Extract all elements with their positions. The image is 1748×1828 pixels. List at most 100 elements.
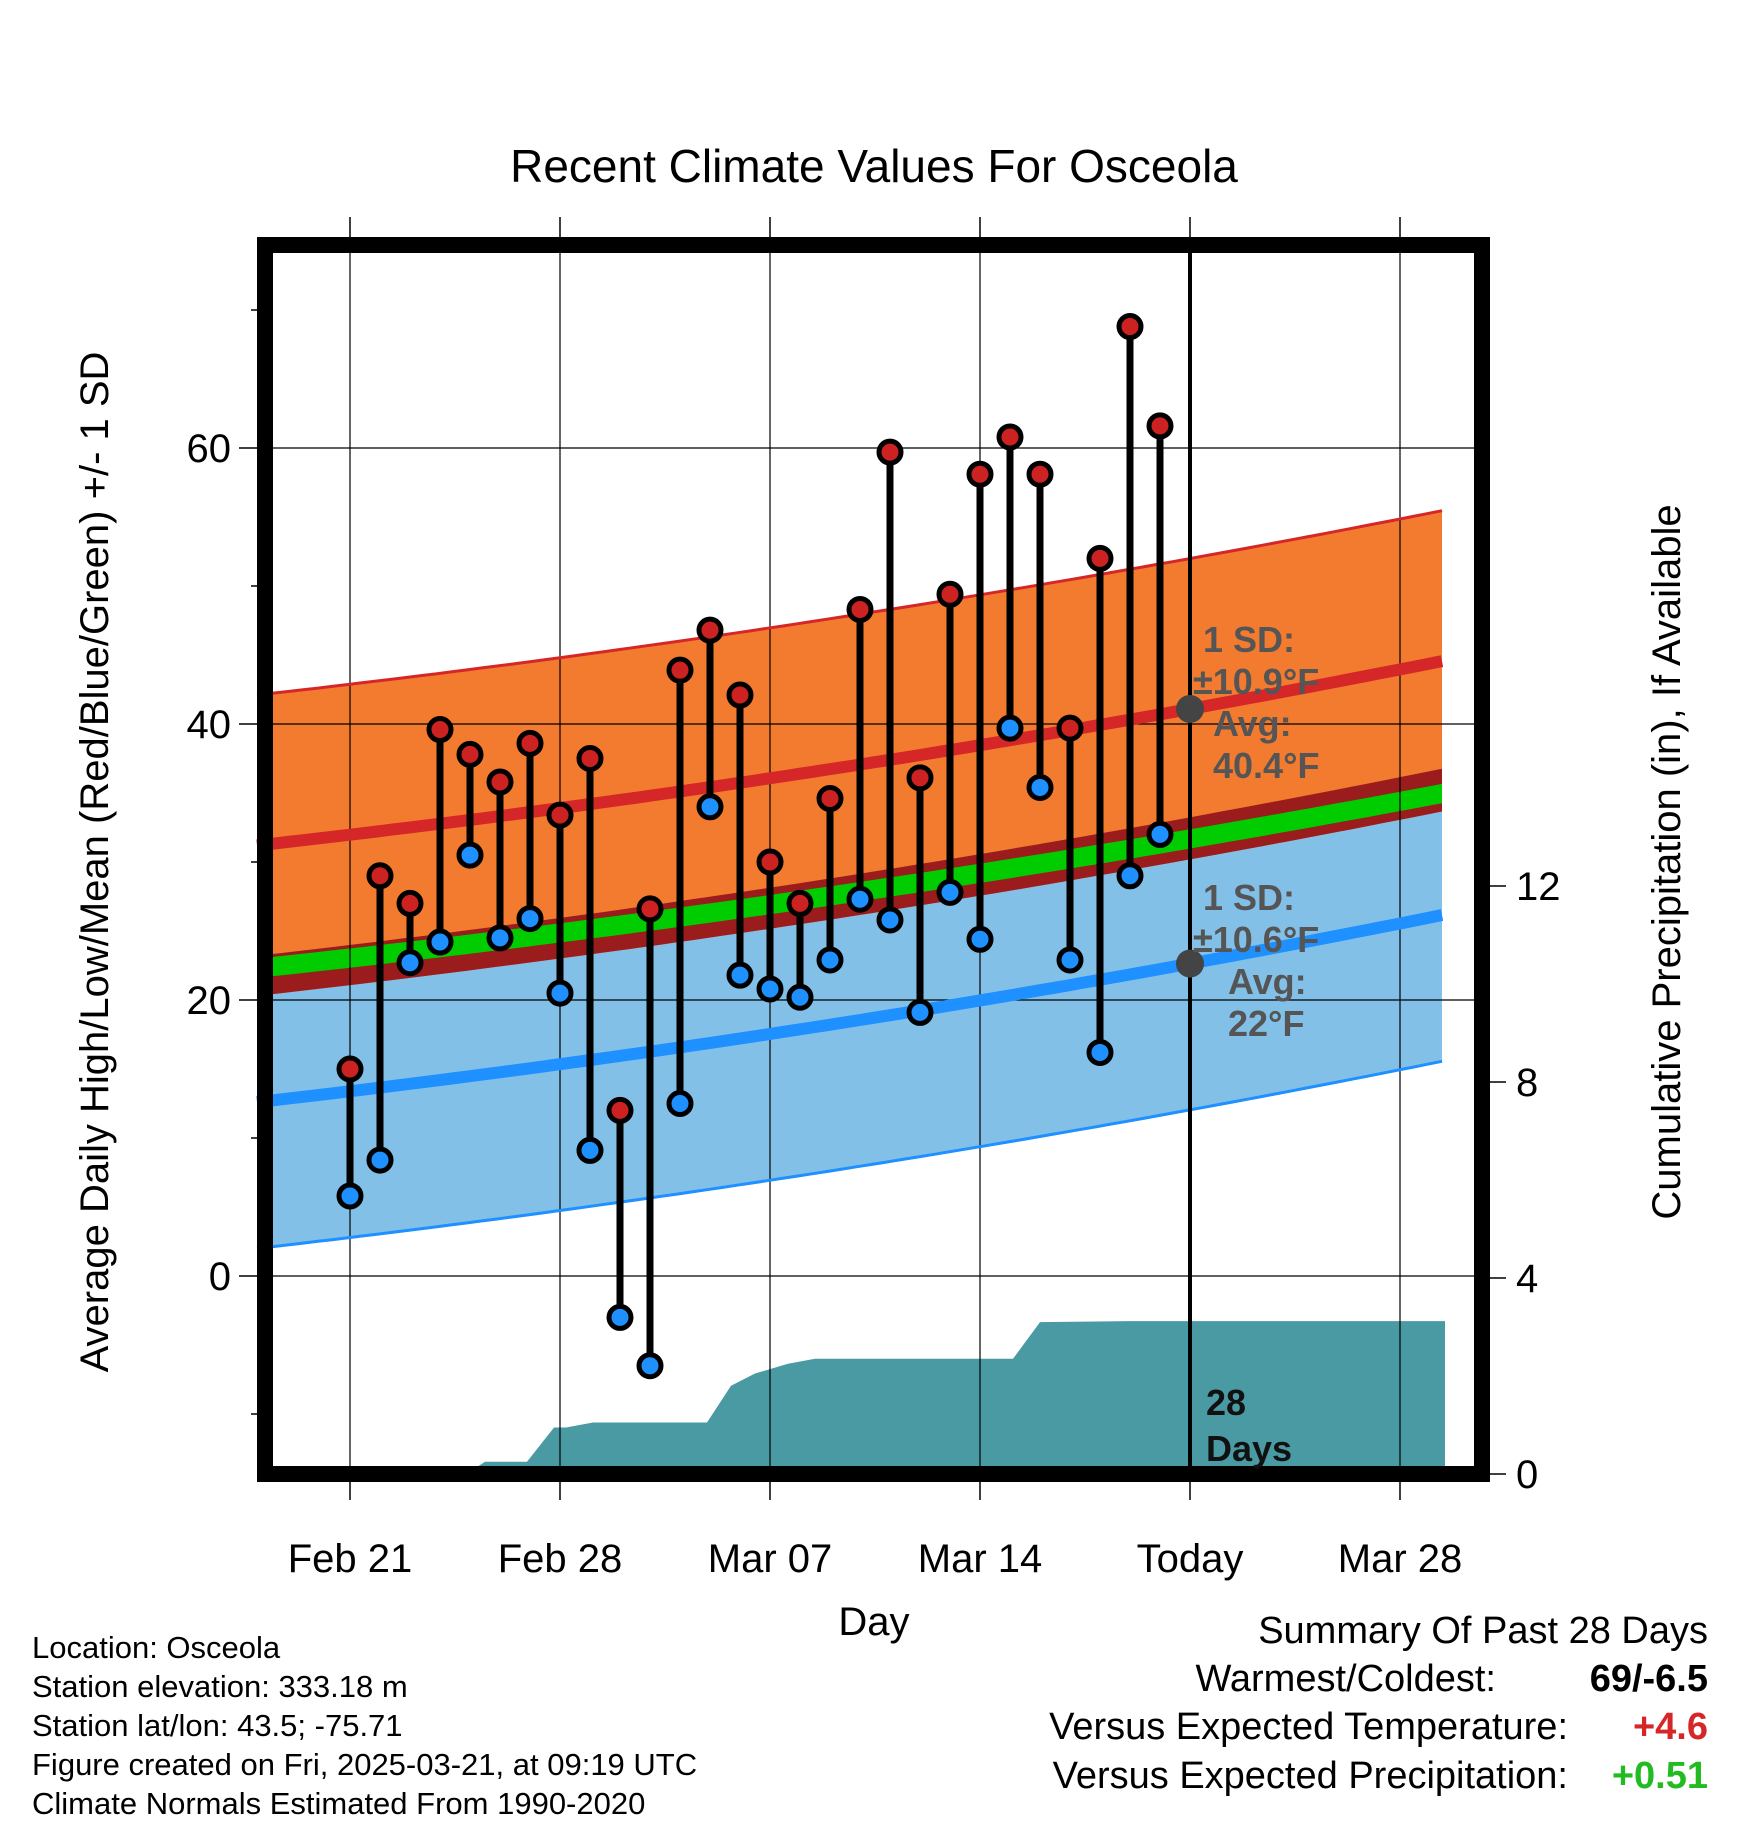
precip-area-group: [257, 1321, 1445, 1474]
low-dot: [966, 925, 994, 953]
high-avg-value: 40.4°F: [1213, 745, 1319, 786]
low-dot: [846, 885, 874, 913]
normal-high-line: [256, 655, 1444, 852]
x-tick-label: Mar 28: [1338, 1537, 1463, 1581]
high-dot: [516, 729, 544, 757]
gridlines: [265, 245, 1482, 1474]
low-dot: [756, 975, 784, 1003]
low-avg-label: Avg:: [1228, 961, 1307, 1002]
y2-tick-label: 0: [1516, 1453, 1538, 1497]
high-dot: [456, 740, 484, 768]
y2-tick-label: 12: [1516, 865, 1561, 909]
days-count: 28: [1206, 1382, 1246, 1423]
high-dot: [366, 862, 394, 890]
high-sd-band: [257, 510, 1442, 996]
x-tick-label: Today: [1137, 1537, 1244, 1581]
y-axis-title: Average Daily High/Low/Mean (Red/Blue/Gr…: [73, 352, 117, 1373]
high-dot: [636, 895, 664, 923]
plot-frame: [257, 237, 1490, 1482]
y-tick-label: 40: [187, 703, 232, 747]
low-dot: [666, 1090, 694, 1117]
low-dot: [606, 1303, 634, 1331]
mean-band: [257, 783, 1442, 978]
high-dot: [996, 423, 1024, 451]
high-sd-label: 1 SD:: [1203, 619, 1295, 660]
high-dot: [876, 438, 904, 466]
low-dot: [366, 1146, 394, 1174]
temp-anomaly-value: +4.6: [1632, 1706, 1708, 1748]
low-dot: [876, 906, 904, 934]
low-dot: [936, 878, 964, 906]
created-text: Figure created on Fri, 2025-03-21, at 09…: [32, 1747, 698, 1782]
high-dot: [666, 656, 694, 684]
axis-ticks: Feb 21 Feb 28 Mar 07 Mar 14 Today Mar 2802040…: [187, 217, 1561, 1581]
x-axis-title: Day: [838, 1600, 909, 1644]
y-tick-label: 0: [209, 1255, 231, 1299]
temp-anomaly-label: Versus Expected Temperature:: [1049, 1706, 1568, 1748]
low-avg-value: 22°F: [1228, 1003, 1304, 1044]
y2-tick-label: 8: [1516, 1061, 1538, 1105]
normals-text: Climate Normals Estimated From 1990-2020: [32, 1786, 646, 1821]
low-dot: [786, 983, 814, 1011]
normal-bands: [257, 510, 1442, 1249]
low-dot: [696, 793, 724, 821]
low-dot: [1086, 1038, 1114, 1066]
high-dot: [396, 889, 424, 917]
high-dot: [546, 801, 574, 829]
daily-dots: [336, 313, 1174, 1380]
precip-anomaly-value: +0.51: [1611, 1755, 1708, 1797]
high-dot: [966, 460, 994, 488]
low-dot: [1026, 773, 1054, 801]
high-dot: [816, 785, 844, 813]
high-sd-value: ±10.9°F: [1193, 661, 1319, 702]
latlon-text: Station lat/lon: 43.5; -75.71: [32, 1708, 403, 1743]
high-dot: [576, 745, 604, 772]
low-dot: [906, 998, 934, 1026]
low-dot: [516, 905, 544, 933]
high-dot: [486, 768, 514, 796]
precip-area: [257, 1321, 1445, 1474]
summary-title: Summary Of Past 28 Days: [1258, 1610, 1708, 1652]
low-dot: [576, 1136, 604, 1164]
low-dot: [726, 961, 754, 989]
high-dot: [426, 716, 454, 744]
low-dot: [456, 841, 484, 869]
x-tick-label: Feb 28: [498, 1537, 623, 1581]
low-dot: [396, 949, 424, 977]
x-tick-label: Mar 07: [708, 1537, 833, 1581]
daily-stems: [346, 326, 1164, 1366]
high-dot: [1056, 714, 1084, 742]
low-dot: [336, 1182, 364, 1210]
high-dot: [756, 848, 784, 876]
high-avg-marker: [1176, 694, 1204, 723]
high-dot: [786, 889, 814, 917]
low-sd-band: [257, 768, 1442, 1249]
today-marker: [1176, 245, 1204, 1474]
precip-anomaly-label: Versus Expected Precipitation:: [1052, 1755, 1568, 1797]
warmest-value: 69/-6.5: [1589, 1658, 1708, 1700]
x-tick-label: Feb 21: [288, 1537, 413, 1581]
low-dot: [1116, 862, 1144, 890]
high-avg-label: Avg:: [1213, 703, 1292, 744]
plot-border: [257, 237, 1490, 1482]
low-dot: [1146, 820, 1174, 848]
low-avg-marker: [1176, 949, 1204, 978]
low-dot: [636, 1352, 664, 1380]
low-sd-value: ±10.6°F: [1193, 919, 1319, 960]
high-dot: [846, 595, 874, 623]
high-dot: [1116, 313, 1144, 341]
high-dot: [1086, 544, 1114, 572]
high-dot: [336, 1055, 364, 1083]
y2-axis-title: Cumulative Precipitation (in), If Availa…: [1645, 504, 1689, 1219]
y2-tick-label: 4: [1516, 1257, 1538, 1301]
low-dot: [1056, 946, 1084, 974]
high-dot: [1026, 460, 1054, 488]
y-tick-label: 60: [187, 427, 232, 471]
elevation-text: Station elevation: 333.18 m: [32, 1669, 408, 1704]
low-minus-sd-line: [256, 1059, 1443, 1250]
low-sd-label: 1 SD:: [1203, 877, 1295, 918]
location-text: Location: Osceola: [32, 1630, 281, 1665]
high-dot: [606, 1096, 634, 1124]
normal-low-line: [256, 909, 1444, 1109]
